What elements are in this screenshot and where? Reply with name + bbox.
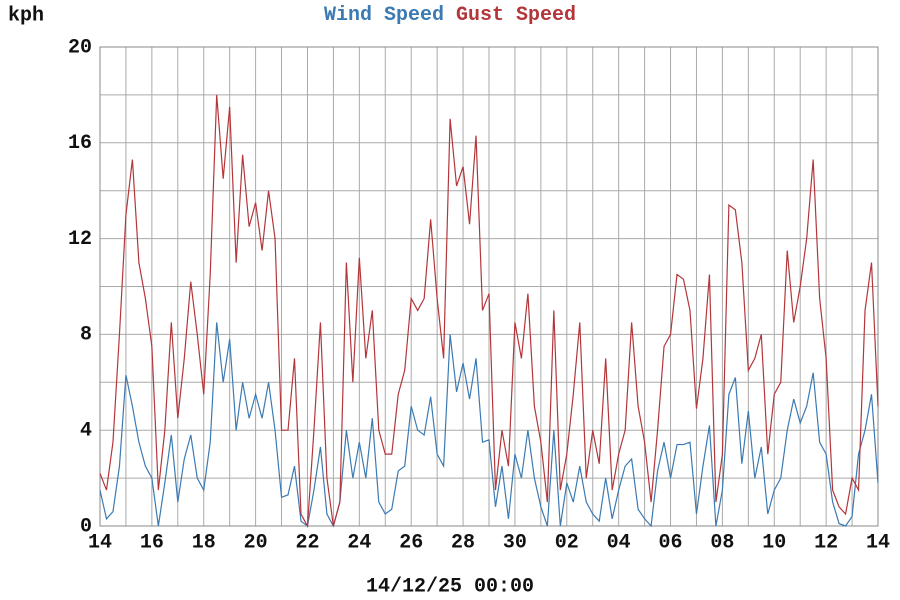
x-tick-label: 02 xyxy=(555,531,579,554)
y-tick-label: 20 xyxy=(68,36,92,59)
x-axis-label: 14/12/25 00:00 xyxy=(366,575,534,598)
legend: Wind Speed Gust Speed xyxy=(324,4,576,27)
x-tick-label: 20 xyxy=(244,531,268,554)
x-tick-label: 12 xyxy=(814,531,838,554)
x-tick-label: 22 xyxy=(295,531,319,554)
x-tick-label: 04 xyxy=(607,531,631,554)
plot-frame xyxy=(99,46,879,527)
x-tick-label: 14 xyxy=(88,531,112,554)
y-tick-label: 16 xyxy=(68,132,92,155)
y-tick-label: 12 xyxy=(68,228,92,251)
series-line xyxy=(99,94,879,529)
x-tick-label: 06 xyxy=(659,531,683,554)
legend-entry: Gust Speed xyxy=(456,4,576,27)
x-tick-label: 08 xyxy=(710,531,734,554)
y-tick-label: 0 xyxy=(80,515,92,538)
x-tick-label: 26 xyxy=(399,531,423,554)
series-line xyxy=(99,322,879,528)
legend-text: Wind Speed Gust Speed xyxy=(324,4,576,27)
y-axis-label: kph xyxy=(8,4,44,27)
y-tick-label: 8 xyxy=(80,324,92,347)
x-tick-label: 16 xyxy=(140,531,164,554)
x-tick-label: 28 xyxy=(451,531,475,554)
x-tick-label: 24 xyxy=(347,531,371,554)
x-tick-label: 30 xyxy=(503,531,527,554)
x-tick-label: 18 xyxy=(192,531,216,554)
legend-entry: Wind Speed xyxy=(324,4,444,27)
x-tick-label: 10 xyxy=(762,531,786,554)
x-tick-label: 14 xyxy=(866,531,890,554)
y-tick-label: 4 xyxy=(80,419,92,442)
